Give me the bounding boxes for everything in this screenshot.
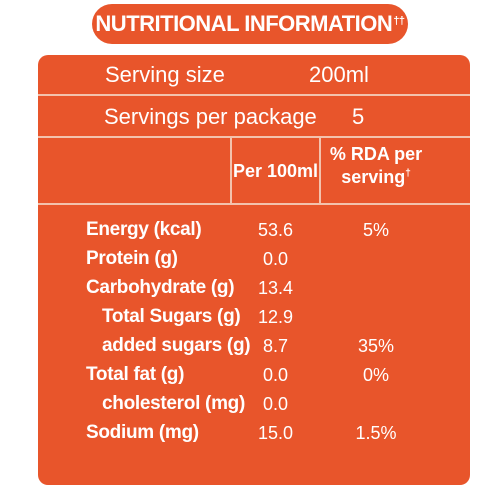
nutrient-label: Total fat (g) [86,364,185,385]
nutrient-label: added sugars (g) [102,335,251,356]
nutrient-per100: 12.9 [257,307,294,327]
nutrient-rda: 1.5% [355,423,397,443]
rda-header: % RDA per serving† [321,144,431,187]
nutrient-rda: 5% [362,220,389,240]
nutrient-per100: 13.4 [257,278,294,298]
nutrient-per100: 0.0 [262,249,289,269]
rda-header-line1: % RDA per [329,144,423,164]
nutrient-label: cholesterol (mg) [102,393,245,414]
nutrient-per100: 15.0 [257,423,294,443]
column-divider-1 [230,136,232,205]
nutrient-rda: 35% [357,336,395,356]
rule-after-serving-size [38,94,470,96]
nutrient-per100: 8.7 [262,336,289,356]
nutrient-label: Sodium (mg) [86,422,199,443]
nutrient-per100: 0.0 [262,394,289,414]
per-100ml-header: Per 100ml [232,161,319,181]
rda-header-mark: † [405,168,411,179]
rda-header-line2: serving [341,167,406,187]
nutrition-table: Serving size 200ml Servings per package … [38,55,470,485]
nutrient-per100: 53.6 [257,220,294,240]
nutrient-label: Energy (kcal) [86,219,202,240]
title-text: NUTRITIONAL INFORMATION [95,11,393,36]
nutrition-title: NUTRITIONAL INFORMATION †† [92,4,408,44]
title-mark: †† [393,15,405,27]
rule-after-servings-per-package [38,136,470,138]
nutrient-label: Protein (g) [86,248,178,269]
servings-per-package-value: 5 [352,104,365,129]
column-divider-2 [319,136,321,205]
serving-size-value: 200ml [309,62,369,87]
nutrient-rda: 0% [362,365,389,385]
nutrient-per100: 0.0 [262,365,289,385]
servings-per-package-label: Servings per package [104,104,317,129]
serving-size-label: Serving size [105,62,225,87]
nutrient-label: Carbohydrate (g) [86,277,235,298]
rule-after-column-headers [38,203,470,205]
nutrient-label: Total Sugars (g) [102,306,241,327]
